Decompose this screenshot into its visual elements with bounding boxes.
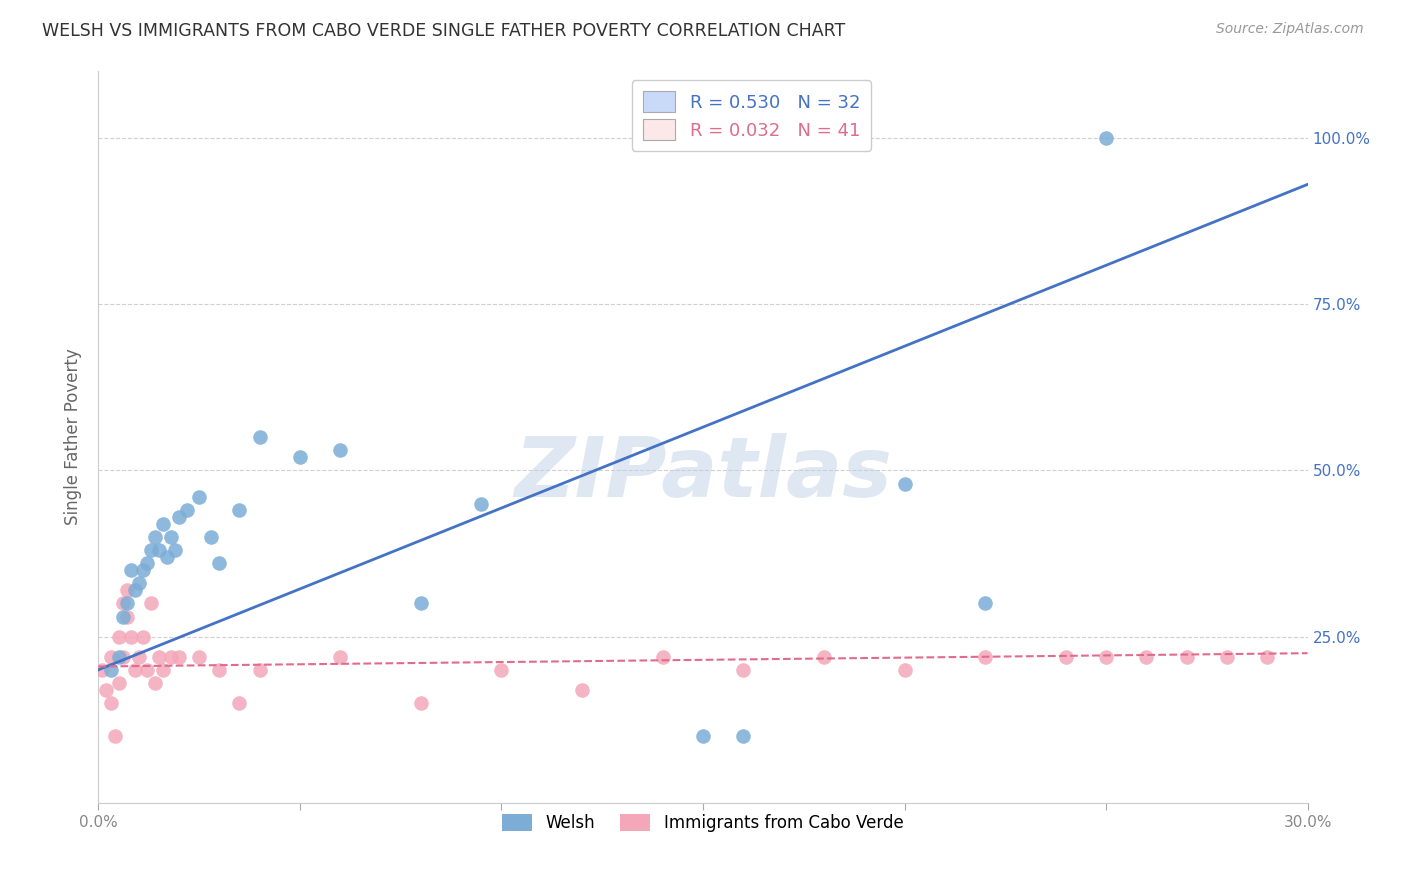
Point [120,630,142,644]
Text: ZIPatlas: ZIPatlas [515,434,891,514]
Point [974,649,997,664]
Point [228,503,250,517]
Point [893,476,915,491]
Point [409,696,432,710]
Point [107,649,129,664]
Point [91,663,114,677]
Y-axis label: Single Father Poverty: Single Father Poverty [65,349,83,525]
Point [188,649,211,664]
Point [160,530,183,544]
Point [249,663,271,677]
Point [329,649,352,664]
Point [103,729,125,743]
Point [143,530,166,544]
Point [571,682,593,697]
Legend: Welsh, Immigrants from Cabo Verde: Welsh, Immigrants from Cabo Verde [496,807,910,838]
Point [128,649,150,664]
Point [100,663,122,677]
Point [1095,649,1118,664]
Point [115,582,138,597]
Point [143,676,166,690]
Point [167,649,190,664]
Point [148,649,170,664]
Point [124,582,146,597]
Point [128,576,150,591]
Point [1054,649,1077,664]
Point [893,663,915,677]
Point [107,676,129,690]
Point [651,649,673,664]
Point [100,649,122,664]
Point [249,430,271,444]
Point [176,503,198,517]
Text: WELSH VS IMMIGRANTS FROM CABO VERDE SINGLE FATHER POVERTY CORRELATION CHART: WELSH VS IMMIGRANTS FROM CABO VERDE SING… [42,22,845,40]
Point [409,596,432,610]
Point [111,649,134,664]
Point [135,557,157,571]
Text: Source: ZipAtlas.com: Source: ZipAtlas.com [1216,22,1364,37]
Point [139,596,162,610]
Point [132,630,155,644]
Point [470,497,492,511]
Point [208,557,231,571]
Point [163,543,186,558]
Point [1095,131,1118,145]
Point [139,543,162,558]
Point [733,729,755,743]
Point [974,596,997,610]
Point [1175,649,1198,664]
Point [692,729,714,743]
Point [111,596,134,610]
Point [120,563,142,577]
Point [156,549,179,564]
Point [733,663,755,677]
Point [111,609,134,624]
Point [491,663,513,677]
Point [124,663,146,677]
Point [100,696,122,710]
Point [188,490,211,504]
Point [135,663,157,677]
Point [152,516,174,531]
Point [228,696,250,710]
Point [200,530,222,544]
Point [329,443,352,458]
Point [813,649,835,664]
Point [152,663,174,677]
Point [1216,649,1239,664]
Point [288,450,311,464]
Point [96,682,118,697]
Point [115,609,138,624]
Point [148,543,170,558]
Point [160,649,183,664]
Point [115,596,138,610]
Point [1135,649,1157,664]
Point [132,563,155,577]
Point [107,630,129,644]
Point [208,663,231,677]
Point [1256,649,1278,664]
Point [167,509,190,524]
